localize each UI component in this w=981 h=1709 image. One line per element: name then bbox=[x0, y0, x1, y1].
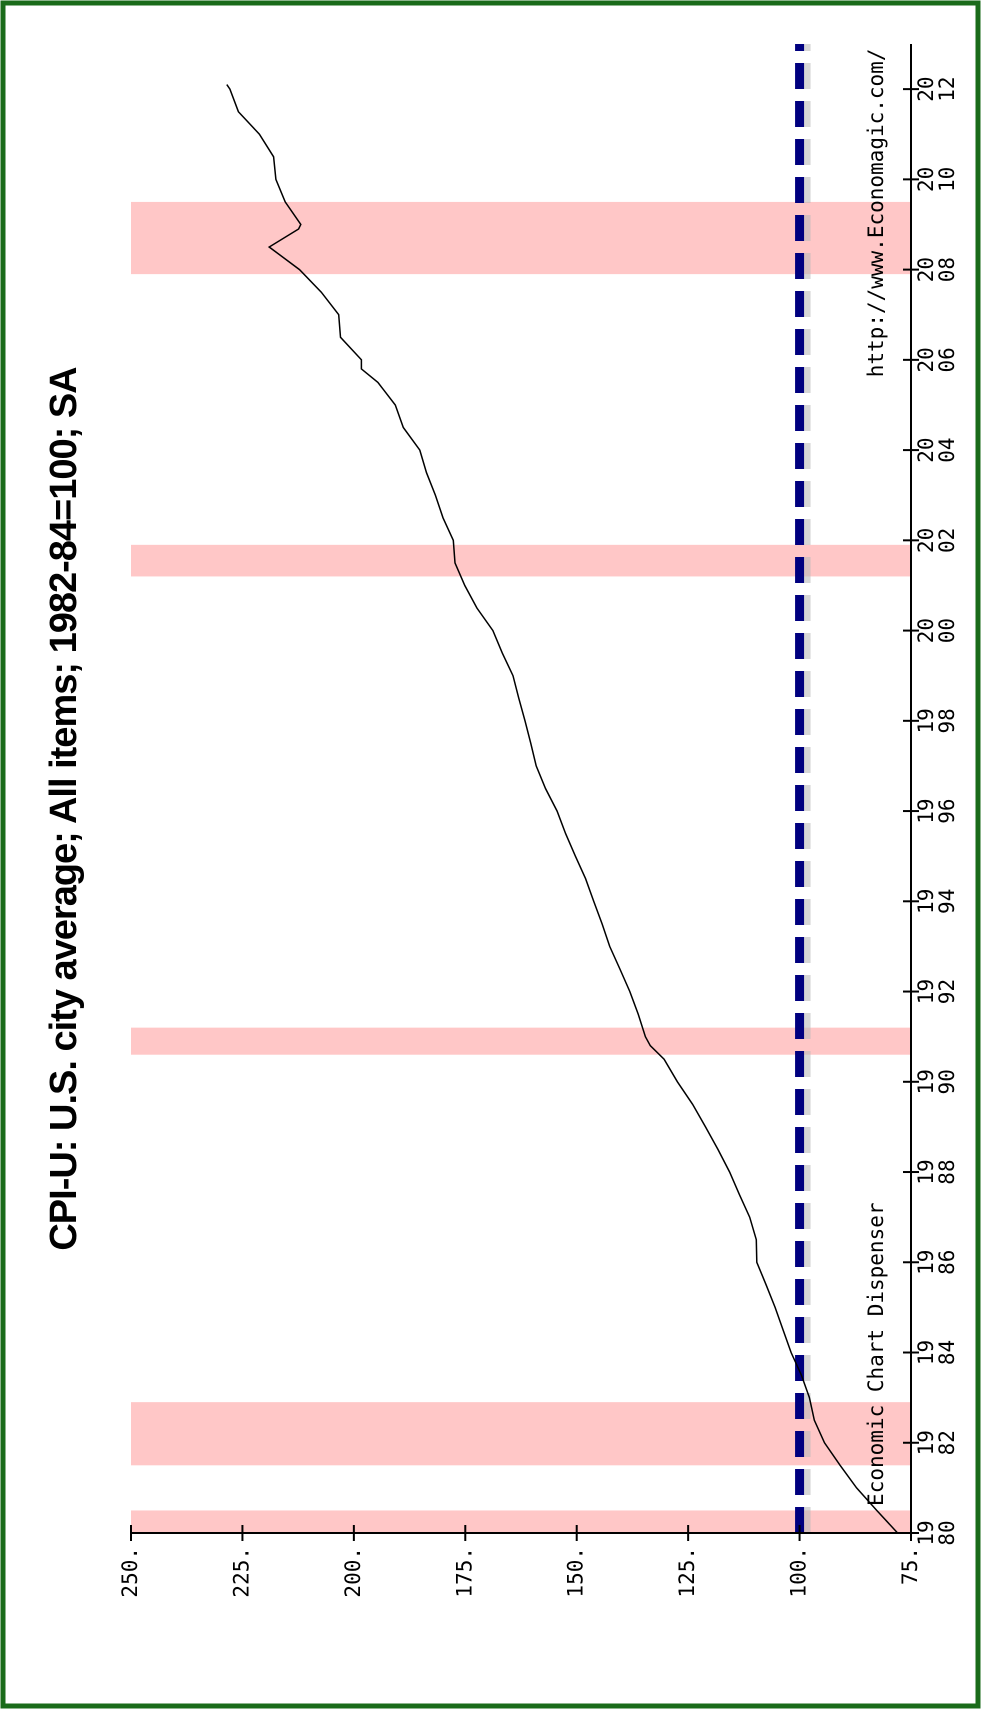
x-tick-label: 2010 bbox=[914, 167, 959, 192]
y-tick-label: 250. bbox=[118, 1547, 142, 1598]
x-tick-label: 1996 bbox=[914, 798, 959, 823]
x-tick-label: 2004 bbox=[914, 437, 959, 462]
x-tick-label: 2002 bbox=[914, 528, 959, 553]
annotation: http://www.Economagic.com/ bbox=[864, 49, 888, 378]
data-line bbox=[226, 84, 899, 1534]
x-tick-label: 1988 bbox=[914, 1159, 959, 1184]
x-tick-label: 1984 bbox=[914, 1340, 959, 1365]
x-tick-label: 2012 bbox=[914, 76, 959, 101]
x-tick-label: 2008 bbox=[914, 257, 959, 282]
y-tick-label: 100. bbox=[787, 1547, 811, 1598]
recession-band bbox=[131, 544, 911, 577]
x-tick-label: 2000 bbox=[914, 618, 959, 643]
y-tick-label: 200. bbox=[341, 1547, 365, 1598]
recession-band bbox=[131, 1027, 911, 1055]
y-tick-label: 75. bbox=[898, 1547, 922, 1585]
x-tick-label: 1992 bbox=[914, 979, 959, 1004]
x-tick-label: 1990 bbox=[914, 1069, 959, 1094]
x-tick-label: 1994 bbox=[914, 889, 959, 914]
x-tick-label: 1982 bbox=[914, 1430, 959, 1455]
y-tick-label: 125. bbox=[675, 1547, 699, 1598]
x-tick-label: 1986 bbox=[914, 1250, 959, 1275]
x-tick-label: 2006 bbox=[914, 347, 959, 372]
x-tick-label: 1980 bbox=[914, 1520, 959, 1545]
recession-band bbox=[131, 1402, 911, 1466]
y-tick-label: 225. bbox=[229, 1547, 253, 1598]
recession-band bbox=[131, 1510, 911, 1533]
recession-band bbox=[131, 201, 911, 275]
chart-title: CPI-U: U.S. city average; All items; 198… bbox=[43, 367, 85, 1251]
y-tick-label: 150. bbox=[564, 1547, 588, 1598]
annotation: Economic Chart Dispenser bbox=[864, 1202, 888, 1505]
y-tick-label: 175. bbox=[452, 1547, 476, 1598]
rotated-plot: CPI-U: U.S. city average; All items; 198… bbox=[43, 44, 959, 1598]
x-tick-label: 1998 bbox=[914, 708, 959, 733]
